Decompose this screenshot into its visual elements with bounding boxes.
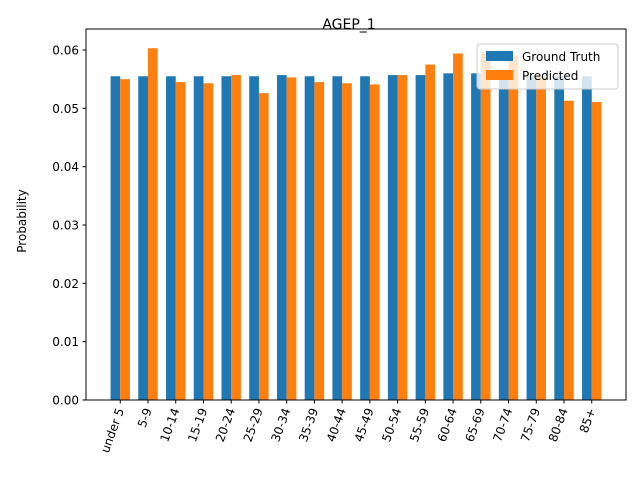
bar-ground-truth [415, 75, 426, 400]
plot-frame [85, 28, 627, 401]
y-tick-label: 0.02 [52, 277, 79, 291]
x-tick-label: 50-54 [379, 406, 404, 444]
x-tick-label: under 5 [98, 406, 127, 455]
bar-predicted [342, 83, 352, 400]
bar-ground-truth [249, 76, 259, 400]
bar-ground-truth [360, 76, 370, 400]
bar-predicted [480, 52, 491, 400]
y-tick-label: 0.00 [52, 394, 79, 408]
bar-predicted [286, 77, 297, 401]
x-tick-label: 75-79 [518, 406, 543, 444]
bar-ground-truth [526, 76, 537, 400]
x-tick-label: 85+ [577, 406, 599, 435]
x-tick-label: 15-19 [185, 406, 210, 444]
bar-ground-truth [471, 73, 481, 400]
y-tick-label: 0.01 [52, 335, 79, 349]
x-tick-label: 70-74 [490, 406, 515, 444]
bar-predicted [397, 75, 408, 400]
x-tick-label: 80-84 [546, 406, 571, 444]
bar-ground-truth [304, 76, 315, 400]
bar-ground-truth [221, 76, 232, 400]
chart-title: AGEP_1 [322, 17, 375, 33]
y-tick-label: 0.06 [52, 44, 79, 58]
legend: Ground Truth Predicted [476, 43, 619, 90]
legend-swatch [486, 51, 513, 61]
bars [110, 48, 602, 401]
x-axis: under 5 5-9 10-14 15-19 20-24 25-29 30-34 35-39… [98, 400, 599, 455]
bar-predicted [231, 75, 241, 400]
bar-predicted [453, 53, 463, 400]
x-tick-label: 65-69 [463, 406, 488, 444]
bar-predicted [147, 48, 158, 400]
bar-ground-truth [554, 76, 565, 400]
bar-ground-truth [332, 76, 343, 400]
bar-predicted [508, 55, 519, 400]
x-tick-label: 10-14 [157, 406, 182, 444]
bar-ground-truth [166, 76, 176, 400]
bar-predicted [536, 76, 546, 400]
bar-predicted [120, 79, 130, 401]
bar-ground-truth [443, 73, 454, 400]
bar-ground-truth [582, 76, 592, 400]
y-tick-label: 0.04 [52, 160, 79, 174]
bar-ground-truth [498, 76, 509, 400]
x-tick-label: 5-9 [135, 406, 155, 429]
bar-predicted [314, 82, 325, 400]
x-tick-label: 40-44 [324, 406, 349, 444]
legend-label: Ground Truth [522, 50, 600, 64]
bar-predicted [175, 82, 186, 400]
bar-predicted [369, 84, 380, 401]
bar-predicted [564, 100, 574, 400]
x-tick-label: 45-49 [352, 406, 377, 444]
y-tick-label: 0.05 [52, 102, 79, 116]
bar-ground-truth [387, 75, 398, 400]
bar-predicted [591, 101, 602, 401]
bar-predicted [203, 83, 214, 400]
y-axis-title: Probability [15, 189, 29, 252]
bar-ground-truth [193, 76, 204, 400]
bar-predicted [258, 93, 269, 401]
y-tick-label: 0.03 [52, 219, 79, 233]
bar-ground-truth [110, 76, 121, 400]
x-tick-label: 20-24 [213, 406, 238, 444]
legend-swatch [486, 70, 513, 80]
legend-label: Predicted [522, 69, 578, 83]
bar-predicted [425, 64, 436, 400]
y-axis: 0.00 0.01 0.02 0.03 0.04 0.05 0.06 [52, 44, 86, 408]
x-tick-label: 30-34 [268, 406, 293, 444]
x-tick-label: 60-64 [435, 406, 460, 444]
x-tick-label: 35-39 [296, 406, 321, 444]
bar-ground-truth [138, 76, 148, 400]
x-tick-label: 55-59 [407, 406, 432, 444]
bar-ground-truth [276, 75, 287, 400]
x-tick-label: 25-29 [241, 406, 266, 444]
